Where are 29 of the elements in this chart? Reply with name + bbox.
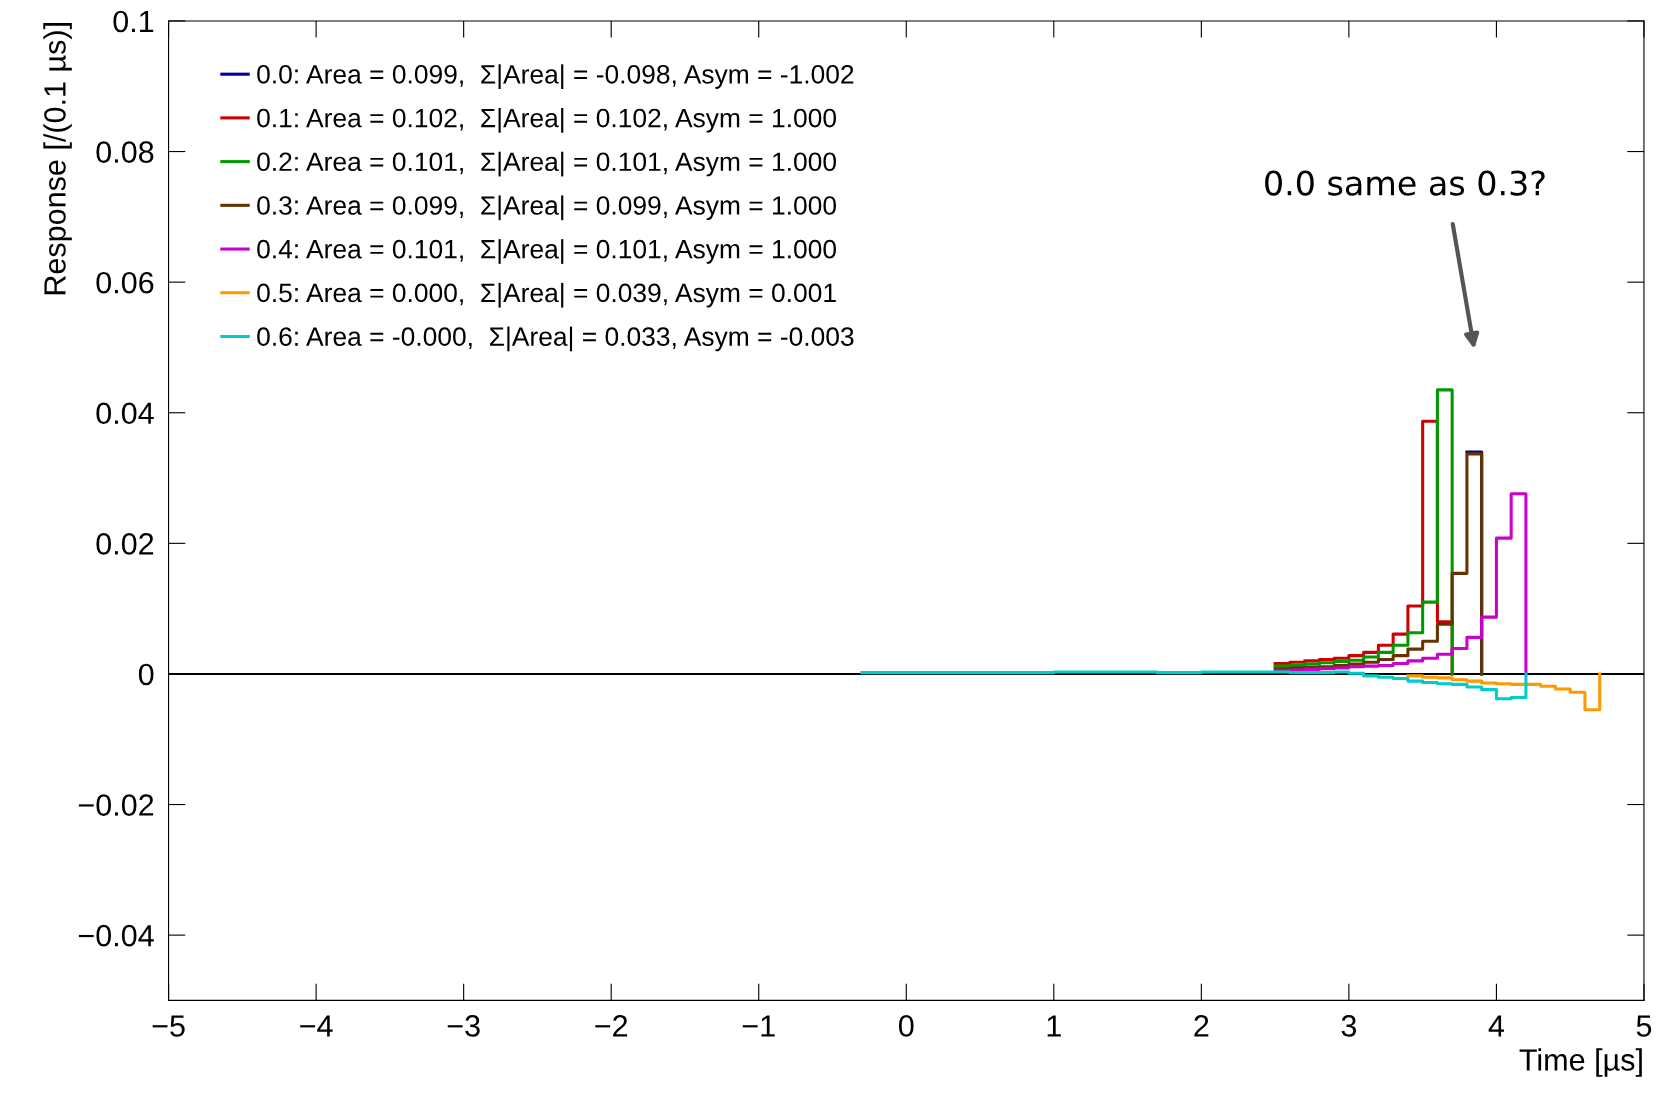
legend-label: 0.6: Area = -0.000, Σ|Area| = 0.033, Asym = -0.003 <box>257 326 854 352</box>
x-tick-label: −3 <box>447 1015 480 1037</box>
legend-label: 0.0: Area = 0.099, Σ|Area| = -0.098, Asym = -1.002 <box>257 64 854 90</box>
y-tick-label: −0.02 <box>78 794 154 816</box>
y-axis-title: Response [/(0.1 µs)] <box>43 23 72 295</box>
legend-label: 0.2: Area = 0.101, Σ|Area| = 0.101, Asym = 1.000 <box>257 151 837 177</box>
y-tick-label: 0 <box>138 663 154 686</box>
legend-label: 0.5: Area = 0.000, Σ|Area| = 0.039, Asym = 0.001 <box>257 282 836 308</box>
x-tick-label: 3 <box>1341 1015 1357 1037</box>
x-tick-label: 0 <box>898 1015 914 1037</box>
y-tick-label: 0.06 <box>96 271 154 294</box>
x-tick-label: 2 <box>1194 1015 1209 1037</box>
legend-label: 0.3: Area = 0.099, Σ|Area| = 0.099, Asym = 1.000 <box>257 195 837 221</box>
y-tick-label: 0.1 <box>113 10 154 33</box>
x-tick-label: −4 <box>300 1015 333 1037</box>
y-tick-label: 0.02 <box>96 533 154 555</box>
x-tick-label: −5 <box>152 1015 185 1037</box>
legend-label: 0.1: Area = 0.102, Σ|Area| = 0.102, Asym = 1.000 <box>257 108 837 133</box>
x-tick-label: −1 <box>742 1015 775 1037</box>
y-tick-label: −0.04 <box>78 924 154 947</box>
y-tick-label: 0.08 <box>96 141 154 163</box>
x-tick-label: 4 <box>1488 1015 1505 1037</box>
x-axis-title: Time [µs] <box>1519 1048 1642 1077</box>
y-tick-label: 0.04 <box>96 402 154 425</box>
x-tick-label: 1 <box>1047 1015 1061 1037</box>
annotation: 0.0 same as 0.3? <box>1265 170 1545 196</box>
legend-label: 0.4: Area = 0.101, Σ|Area| = 0.101, Asym = 1.000 <box>257 239 837 264</box>
x-tick-label: 5 <box>1636 1015 1652 1037</box>
x-tick-label: −2 <box>595 1015 628 1037</box>
